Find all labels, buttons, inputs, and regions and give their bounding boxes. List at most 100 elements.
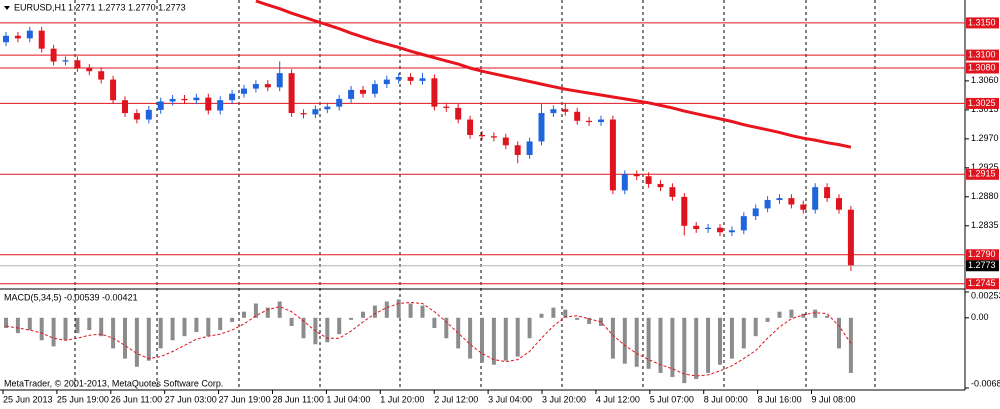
current-price-box xyxy=(966,260,999,272)
candle-body xyxy=(14,35,21,39)
x-tick-label: 9 Jul 08:00 xyxy=(812,394,856,404)
level-label: 1.2745 xyxy=(968,278,996,288)
macd-bar xyxy=(515,317,520,357)
y-tick-label: 1.2925 xyxy=(971,162,999,172)
macd-bar xyxy=(408,303,413,318)
macd-bar xyxy=(610,317,615,359)
macd-bar xyxy=(765,317,770,322)
candle-body xyxy=(824,187,831,199)
macd-bar xyxy=(230,317,235,322)
macd-bar xyxy=(539,313,544,318)
candle-body xyxy=(645,176,652,184)
x-tick-label: 28 Jun 11:00 xyxy=(273,394,324,404)
candle-body xyxy=(693,225,700,230)
macd-bar xyxy=(444,317,449,339)
candle-body xyxy=(217,100,224,111)
candle-body xyxy=(764,200,771,209)
level-label-box xyxy=(966,278,999,290)
level-label-box xyxy=(966,249,999,261)
level-label-box xyxy=(966,49,999,61)
level-label: 1.3080 xyxy=(968,62,996,72)
macd-bar xyxy=(63,317,68,341)
level-label: 1.2915 xyxy=(968,169,996,179)
period-separators xyxy=(74,0,876,390)
macd-bar xyxy=(575,317,580,320)
current-price-label: 1.2773 xyxy=(968,260,996,270)
candle-body xyxy=(776,198,783,201)
candle-body xyxy=(62,60,69,62)
candle-body xyxy=(98,71,105,80)
macd-bar xyxy=(480,317,484,363)
candle-body xyxy=(229,93,236,101)
moving-average xyxy=(255,0,852,149)
x-tick-label: 4 Jul 12:00 xyxy=(596,394,640,404)
macd-bar xyxy=(622,317,627,364)
candle-body xyxy=(133,113,140,120)
candle-body xyxy=(312,109,319,115)
macd-bar xyxy=(277,301,282,318)
candle-body xyxy=(538,113,545,142)
candle-body xyxy=(276,73,283,88)
candle-body xyxy=(514,145,521,155)
candle-body xyxy=(74,60,81,68)
x-tick-label: 3 Jul 04:00 xyxy=(488,394,532,404)
macd-bar xyxy=(39,317,44,341)
x-tick-label: 1 Jul 04:00 xyxy=(326,394,370,404)
candle-body xyxy=(193,97,200,101)
macd-bar xyxy=(99,317,104,337)
candle-body xyxy=(371,84,378,94)
level-label: 1.3150 xyxy=(968,17,996,27)
candle-body xyxy=(847,209,854,266)
candle-body xyxy=(431,78,438,107)
candle-body xyxy=(717,227,723,233)
macd-bar xyxy=(337,317,342,335)
macd-bar xyxy=(753,317,758,337)
candle-body xyxy=(205,97,212,111)
macd-y-tick-label: 0.00253 xyxy=(971,290,1000,300)
candle-body xyxy=(752,208,759,217)
candle-body xyxy=(181,98,188,101)
macd-bar xyxy=(551,307,556,318)
candle-body xyxy=(740,216,747,231)
candle-body xyxy=(336,98,343,107)
candle-body xyxy=(395,77,402,80)
candle-body xyxy=(455,107,462,120)
macd-bar xyxy=(718,317,722,365)
x-tick-label: 25 Jun 19:00 xyxy=(57,394,109,404)
level-label: 1.3100 xyxy=(968,49,996,59)
macd-bar xyxy=(349,317,354,320)
macd-bar xyxy=(242,311,246,318)
x-tick-label: 5 Jul 07:00 xyxy=(650,394,694,404)
x-tick-label: 1 Jul 20:00 xyxy=(380,394,424,404)
x-tick-label: 25 Jun 2013 xyxy=(3,394,53,404)
macd-y-tick-label: 0.00 xyxy=(971,312,989,322)
y-tick-label: 1.3015 xyxy=(971,104,999,114)
candle-body xyxy=(38,30,45,49)
macd-bar xyxy=(27,317,32,331)
macd-bar xyxy=(706,317,711,373)
candle-body xyxy=(586,120,593,123)
macd-bar xyxy=(396,299,401,318)
footer: MetaTrader, © 2001-2013, MetaQuotes Soft… xyxy=(4,378,223,388)
candle-body xyxy=(681,196,688,226)
candle-body xyxy=(3,35,9,43)
candle-body xyxy=(621,174,628,191)
macd-bar xyxy=(658,317,663,373)
y-tick-label: 1.2835 xyxy=(971,220,999,230)
macd-bar xyxy=(634,317,639,367)
candle-body xyxy=(383,79,390,85)
macd-bar xyxy=(729,317,734,359)
level-label-box xyxy=(966,62,999,74)
candle-body xyxy=(443,106,450,108)
macd-bar xyxy=(789,309,794,318)
macd-bar xyxy=(801,313,806,318)
candle-body xyxy=(241,88,247,94)
candle-body xyxy=(419,78,426,81)
bar-ohlc: 1.2771 1.2773 1.2770 1.2773 xyxy=(68,2,186,12)
macd-bar xyxy=(51,317,56,347)
candle-body xyxy=(360,89,366,94)
candle-body xyxy=(252,84,259,89)
y-tick-label: 1.3060 xyxy=(971,75,999,85)
candle-body xyxy=(288,73,295,114)
